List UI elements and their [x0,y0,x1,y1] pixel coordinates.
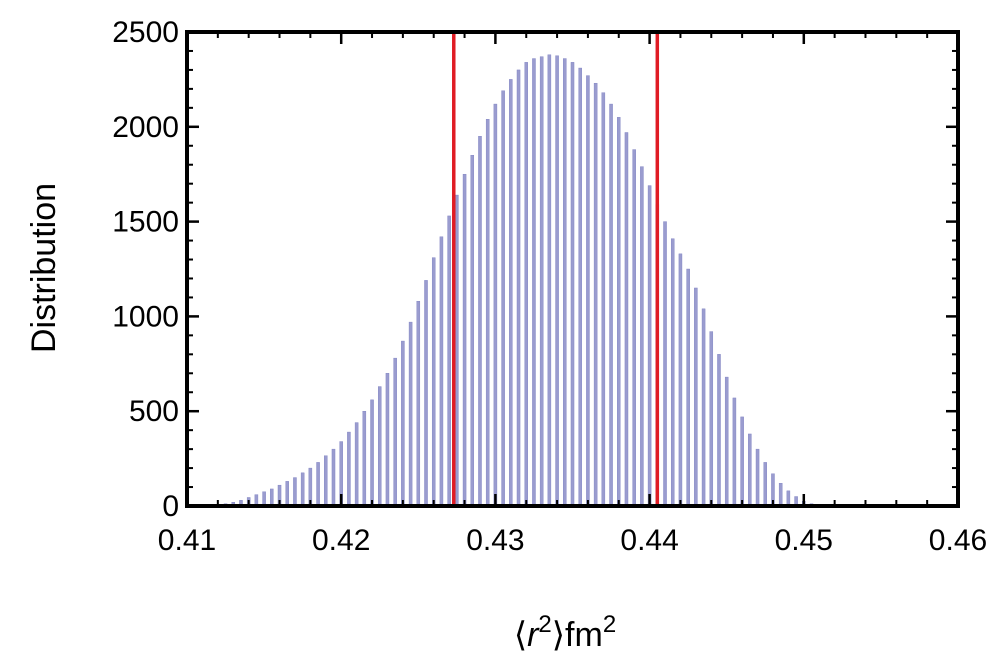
histogram-bar [724,376,729,507]
histogram-bar [501,90,505,507]
histogram-bar [732,397,737,507]
histogram-bar [370,399,374,507]
histogram-bar [624,132,629,507]
histogram-bar [763,462,767,507]
histogram-bar [385,373,390,507]
histogram-bar [316,462,320,507]
x-tick-label: 0.42 [312,524,370,557]
histogram-bar [709,331,714,507]
histogram-bar [331,448,336,507]
x-tick-label: 0.41 [158,524,216,557]
y-tick-label: 0 [162,490,179,523]
plot-frame [185,30,960,508]
y-tick-label: 1500 [112,206,179,239]
y-axis-label: Distribution [25,183,63,353]
x-label-superscript: 2 [538,611,551,638]
histogram-bar [485,119,490,507]
x-label-unit-superscript: 2 [603,611,616,638]
histogram-bar [578,67,582,507]
histogram-bar [555,55,559,507]
histogram-bar [262,491,266,507]
histogram-bar [416,301,421,507]
histogram-bar [424,280,428,507]
x-axis-label: ⟨r2⟩fm2 [514,611,616,654]
histogram-bar [401,340,405,507]
histogram-bar [431,257,436,507]
x-tick-label: 0.44 [620,524,678,557]
histogram-bar [408,321,413,507]
histogram-bar [354,422,359,507]
histogram-bar [786,490,791,507]
histogram-bar [516,69,521,507]
histogram-bar [547,54,552,507]
histogram-bar [755,448,760,507]
histogram-bars [217,54,829,507]
histogram-bar [563,58,567,507]
histogram-bar [300,472,305,507]
x-label-open-bracket: ⟨ [514,616,527,654]
y-tick-label: 500 [129,395,179,428]
y-tick-label: 1000 [112,300,179,333]
histogram-bar [601,92,606,507]
histogram-bar [439,236,444,507]
x-tick-label: 0.43 [466,524,524,557]
histogram-bar [270,488,274,507]
histogram-bar [393,357,397,507]
histogram-bar [586,75,590,507]
x-tick-label: 0.45 [775,524,833,557]
histogram-bar [462,173,467,507]
histogram-bar [740,416,744,507]
histogram-bar [362,411,367,507]
histogram-bar [347,431,351,507]
x-label-variable: r [527,616,540,654]
histogram-bar [686,268,690,507]
histogram-bar [293,477,297,507]
histogram-bar [324,455,328,507]
histogram-bar [640,166,644,507]
y-tick-label: 2000 [112,111,179,144]
histogram-bar [285,481,289,507]
histogram-bar [570,62,575,507]
histogram-bar [663,221,667,507]
x-label-unit: ⟩fm [552,616,603,654]
y-tick-label: 2500 [112,16,179,49]
histogram-bar [701,308,706,507]
histogram-bar [493,103,498,507]
x-tick-labels: 0.41 0.42 0.43 0.44 0.45 0.46 [158,524,987,557]
histogram-bar [694,287,698,507]
interval-lines [452,32,660,506]
histogram-bar [609,103,613,507]
histogram-bar [593,82,598,507]
y-tick-labels: 0 500 1000 1500 2000 2500 [112,16,179,523]
histogram-bar [524,62,528,507]
histogram-bar [617,117,621,507]
histogram-bar [378,386,382,507]
histogram-bar [455,194,459,507]
histogram-bar [778,483,783,507]
histogram-bar [539,56,544,507]
histogram-bar [509,79,513,507]
histogram-bar [470,155,475,507]
histogram-bar [532,58,536,507]
histogram-bar [748,433,752,507]
histogram-bar [447,215,451,507]
histogram-bar [678,253,683,507]
histogram-bar [670,238,675,507]
x-tick-label: 0.46 [929,524,987,557]
histogram-bar [717,354,721,507]
histogram-bar [632,149,636,507]
histogram-bar [478,136,482,507]
histogram-bar [647,185,652,507]
